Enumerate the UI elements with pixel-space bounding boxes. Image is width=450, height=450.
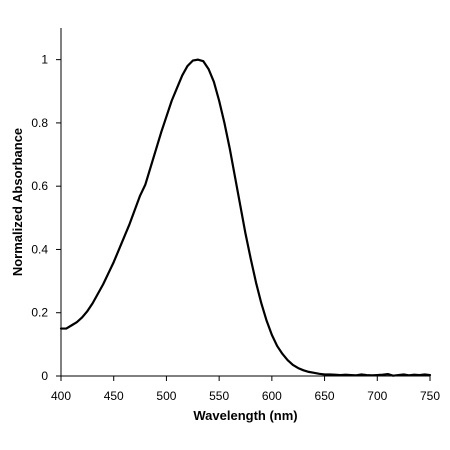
- y-tick-label: 0.6: [31, 179, 48, 193]
- x-tick-label: 750: [420, 389, 440, 403]
- x-tick-label: 650: [315, 389, 335, 403]
- y-tick-label: 0.2: [31, 306, 48, 320]
- y-tick-label: 0: [41, 369, 48, 383]
- x-tick-label: 500: [156, 389, 176, 403]
- plot-area: 0 0.2 0.4 0.6 0.8 1 400 450 500 550 600 650 700 750: [31, 28, 440, 403]
- x-tick-label: 450: [104, 389, 124, 403]
- x-tick-label: 400: [51, 389, 71, 403]
- x-tick-label: 700: [367, 389, 387, 403]
- x-tick-label: 600: [262, 389, 282, 403]
- y-axis-title: Normalized Absorbance: [10, 128, 25, 276]
- y-tick-label: 0.4: [31, 242, 48, 256]
- x-tick-label: 550: [209, 389, 229, 403]
- x-axis-title: Wavelength (nm): [193, 408, 297, 423]
- y-tick-label: 1: [41, 53, 48, 67]
- absorbance-series-line: [59, 58, 432, 377]
- y-tick-label: 0.8: [31, 116, 48, 130]
